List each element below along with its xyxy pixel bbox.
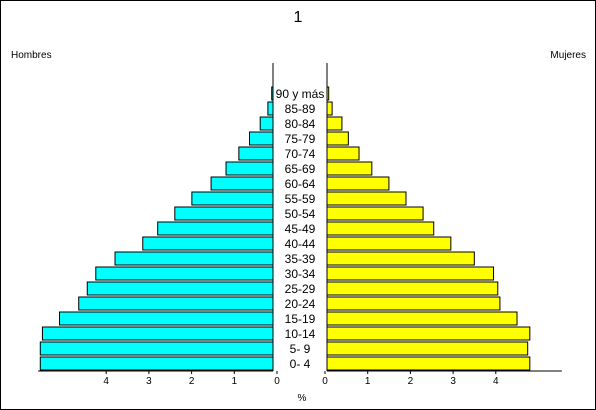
male-bar-8	[142, 236, 274, 251]
tick-label-0: 4	[103, 376, 109, 387]
age-label-14: 70-74	[285, 147, 316, 161]
age-label-12: 60-64	[285, 177, 316, 191]
age-label-5: 25-29	[285, 282, 316, 296]
male-bar-6	[95, 266, 274, 281]
age-label-6: 30-34	[285, 267, 316, 281]
tick-label-6: 1	[365, 376, 371, 387]
age-label-11: 55-59	[285, 192, 316, 206]
female-bar-7	[326, 251, 475, 266]
female-bar-11	[326, 191, 407, 206]
age-label-15: 75-79	[285, 132, 316, 146]
age-label-1: 5- 9	[290, 342, 311, 356]
female-bar-3	[326, 311, 518, 326]
male-bar-16	[259, 116, 274, 131]
age-group-labels: 0- 45- 910-1415-1920-2425-2930-3435-3940…	[276, 87, 325, 371]
male-bar-10	[174, 206, 274, 221]
right-side-label: Mujeres	[550, 50, 586, 61]
age-label-4: 20-24	[285, 297, 316, 311]
male-bar-14	[238, 146, 274, 161]
tick-label-5: 0	[322, 376, 328, 387]
female-bar-13	[326, 161, 373, 176]
female-bar-5	[326, 281, 499, 296]
female-bar-4	[326, 296, 501, 311]
female-bar-17	[326, 101, 333, 116]
left-side-label: Hombres	[11, 50, 52, 61]
female-bar-1	[326, 341, 529, 356]
female-bar-9	[326, 221, 435, 236]
female-bar-2	[326, 326, 531, 341]
male-bar-2	[41, 326, 274, 341]
female-bar-0	[326, 356, 531, 371]
male-bar-15	[249, 131, 274, 146]
tick-label-9: 4	[493, 376, 499, 387]
chart-title: 1	[294, 9, 303, 26]
tick-label-3: 1	[232, 376, 238, 387]
tick-label-7: 2	[408, 376, 414, 387]
age-label-2: 10-14	[285, 327, 316, 341]
female-bar-14	[326, 146, 360, 161]
male-bar-1	[39, 341, 274, 356]
male-bar-4	[78, 296, 274, 311]
age-label-10: 50-54	[285, 207, 316, 221]
male-bar-11	[191, 191, 274, 206]
male-bar-3	[59, 311, 274, 326]
age-label-18: 90 y más	[276, 87, 325, 101]
tick-label-8: 3	[450, 376, 456, 387]
tick-label-1: 3	[146, 376, 152, 387]
age-label-17: 85-89	[285, 102, 316, 116]
x-axis-label: %	[298, 393, 307, 404]
female-bar-15	[326, 131, 349, 146]
female-bar-10	[326, 206, 424, 221]
x-axis-ticks: 4 3 2 1 0 0 1 2 3 4	[103, 371, 499, 387]
male-bar-7	[114, 251, 274, 266]
age-label-16: 80-84	[285, 117, 316, 131]
male-bar-13	[225, 161, 274, 176]
female-bars	[326, 86, 531, 371]
female-bar-8	[326, 236, 452, 251]
male-bar-0	[39, 356, 274, 371]
age-label-13: 65-69	[285, 162, 316, 176]
male-bar-9	[157, 221, 274, 236]
female-bar-16	[326, 116, 343, 131]
female-bar-12	[326, 176, 390, 191]
tick-label-4: 0	[274, 376, 280, 387]
age-label-0: 0- 4	[290, 357, 311, 371]
male-bar-12	[210, 176, 274, 191]
male-bars	[39, 86, 274, 371]
male-bar-5	[86, 281, 274, 296]
tick-label-2: 2	[189, 376, 195, 387]
age-label-8: 40-44	[285, 237, 316, 251]
female-bar-6	[326, 266, 495, 281]
age-label-9: 45-49	[285, 222, 316, 236]
age-label-7: 35-39	[285, 252, 316, 266]
male-bar-17	[267, 101, 274, 116]
age-label-3: 15-19	[285, 312, 316, 326]
